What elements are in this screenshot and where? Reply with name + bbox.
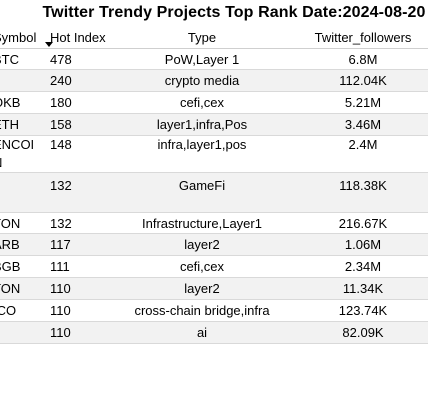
- table-header-row: Symbol Hot Index Type Twitter_followers: [0, 26, 428, 49]
- table-row[interactable]: ARB 117 layer2 1.06M: [0, 234, 428, 256]
- table-row[interactable]: BGB 111 cefi,cex 2.34M: [0, 256, 428, 278]
- twitter-followers-cell: 3.46M: [344, 117, 382, 132]
- type-cell: PoW,Layer 1: [164, 51, 240, 67]
- type-cell: cross-chain bridge,infra: [134, 303, 270, 318]
- symbol-cell: BGB: [0, 259, 21, 274]
- symbol-cell: [0, 70, 44, 91]
- type-cell: cefi,cex: [179, 259, 225, 274]
- hot-index-cell: 478: [50, 51, 72, 67]
- twitter-followers-cell: 11.34K: [342, 281, 384, 296]
- hot-index-cell: 110: [50, 325, 71, 340]
- hot-index-cell: 110: [50, 281, 71, 296]
- table-row[interactable]: 132 GameFi 118.38K: [0, 173, 428, 213]
- column-header-symbol[interactable]: Symbol: [0, 29, 37, 45]
- twitter-followers-cell: 123.74K: [338, 303, 388, 318]
- symbol-cell: ARB: [0, 237, 20, 252]
- type-cell: layer2: [184, 281, 220, 296]
- twitter-followers-cell: 216.67K: [338, 215, 388, 231]
- symbol-cell: ICO: [0, 303, 17, 318]
- page-title: Twitter Trendy Projects Top Rank Date:20…: [42, 4, 426, 21]
- twitter-followers-cell: 2.34M: [344, 259, 382, 274]
- symbol-cell: ENCOI N: [0, 136, 44, 172]
- hot-index-cell: 132: [50, 215, 72, 231]
- table-row[interactable]: 240 crypto media 112.04K: [0, 70, 428, 92]
- table-row[interactable]: ICO 110 cross-chain bridge,infra 123.74K: [0, 300, 428, 322]
- hot-index-cell: 110: [50, 303, 71, 318]
- table-row[interactable]: 110 ai 82.09K: [0, 322, 428, 344]
- hot-index-cell: 180: [50, 95, 72, 110]
- twitter-followers-cell: 2.4M: [348, 137, 378, 152]
- symbol-cell: TON: [0, 215, 21, 231]
- twitter-followers-cell: 112.04K: [339, 73, 387, 88]
- table-row[interactable]: OKB 180 cefi,cex 5.21M: [0, 92, 428, 114]
- symbol-line-2: N: [0, 154, 2, 172]
- hot-index-cell: 132: [50, 178, 72, 193]
- twitter-followers-cell: 118.38K: [339, 178, 387, 193]
- hot-index-cell: 240: [50, 73, 72, 88]
- table-row[interactable]: TON 110 layer2 11.34K: [0, 278, 428, 300]
- type-cell: GameFi: [178, 178, 226, 193]
- type-cell: layer2: [184, 237, 220, 252]
- twitter-followers-cell: 82.09K: [342, 325, 384, 340]
- type-cell: infra,layer1,pos: [157, 137, 247, 152]
- sort-descending-icon[interactable]: [45, 42, 53, 47]
- symbol-cell: OKB: [0, 95, 21, 110]
- type-cell: Infrastructure,Layer1: [142, 215, 262, 231]
- column-header-type[interactable]: Type: [187, 29, 217, 45]
- table-row[interactable]: TON 132 Infrastructure,Layer1 216.67K: [0, 213, 428, 234]
- type-cell: crypto media: [164, 73, 240, 88]
- type-cell: ai: [196, 325, 208, 340]
- symbol-cell: BTC: [0, 51, 19, 67]
- symbol-cell: TON: [0, 281, 21, 296]
- symbol-cell: [0, 322, 44, 343]
- symbol-cell: [0, 173, 44, 212]
- twitter-followers-cell: 5.21M: [344, 95, 382, 110]
- hot-index-cell: 148: [50, 137, 72, 152]
- column-header-hot-index[interactable]: Hot Index: [50, 29, 106, 45]
- symbol-cell: ETH: [0, 117, 19, 132]
- twitter-followers-cell: 6.8M: [348, 51, 378, 67]
- type-cell: cefi,cex: [179, 95, 225, 110]
- hot-index-cell: 111: [50, 259, 70, 274]
- twitter-followers-cell: 1.06M: [344, 237, 382, 252]
- type-cell: layer1,infra,Pos: [156, 117, 248, 132]
- column-header-twitter-followers[interactable]: Twitter_followers: [314, 29, 412, 45]
- table-row[interactable]: ENCOI N 148 infra,layer1,pos 2.4M: [0, 136, 428, 173]
- symbol-line-1: ENCOI: [0, 137, 35, 152]
- table-row[interactable]: BTC 478 PoW,Layer 1 6.8M: [0, 49, 428, 70]
- hot-index-cell: 158: [50, 117, 72, 132]
- rank-table: Symbol Hot Index Type Twitter_followers …: [0, 26, 428, 344]
- table-row[interactable]: ETH 158 layer1,infra,Pos 3.46M: [0, 114, 428, 136]
- hot-index-cell: 117: [50, 237, 71, 252]
